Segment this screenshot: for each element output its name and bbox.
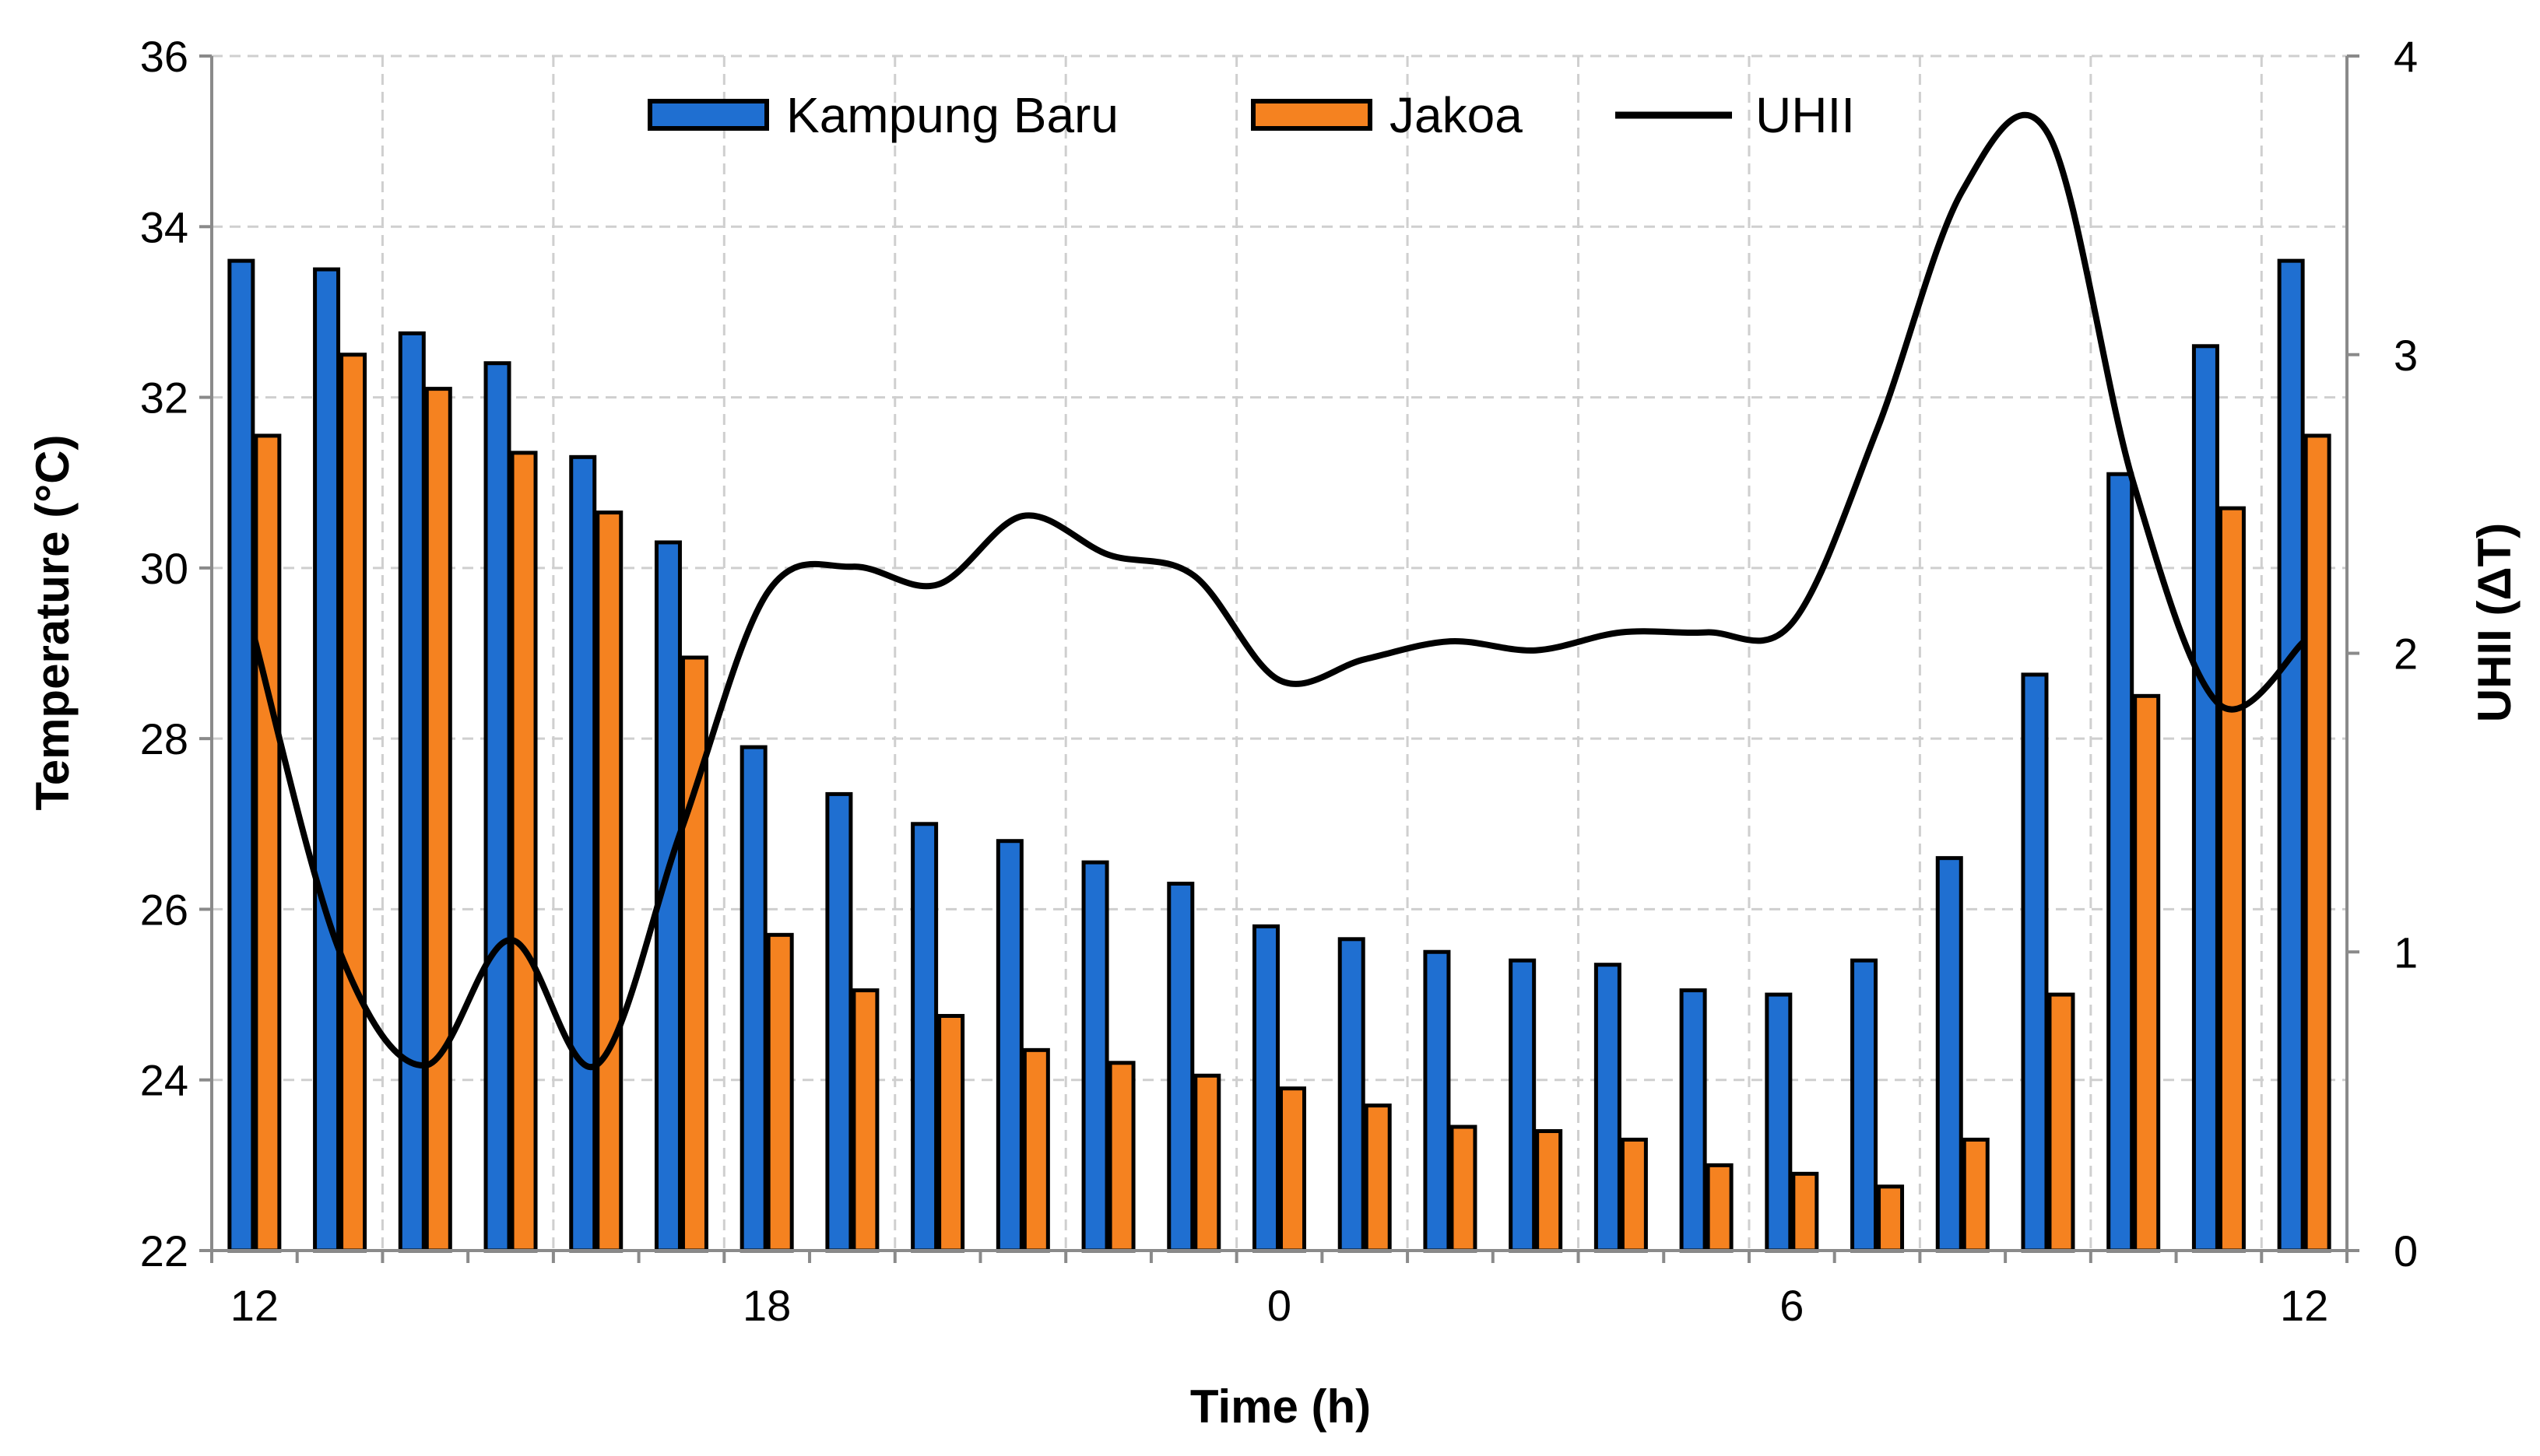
bar-kampung-baru xyxy=(1765,992,1793,1253)
legend: Kampung Baru Jakoa UHII xyxy=(648,87,1855,143)
bar-kampung-baru xyxy=(825,791,853,1253)
y-tick-label: 24 xyxy=(140,1056,188,1105)
bar-kampung-baru xyxy=(2191,344,2219,1253)
bar-kampung-baru xyxy=(1423,949,1451,1253)
bar-kampung-baru xyxy=(2106,472,2134,1253)
bar-jakoa xyxy=(766,932,794,1253)
bar-jakoa xyxy=(1706,1163,1734,1253)
y-tick-label: 34 xyxy=(140,202,188,251)
bar-kampung-baru xyxy=(569,454,597,1253)
x-tick-label: 12 xyxy=(230,1281,279,1330)
bar-kampung-baru xyxy=(996,839,1024,1253)
x-tick-label: 0 xyxy=(1267,1281,1291,1330)
bar-kampung-baru xyxy=(1252,924,1280,1253)
bar-jakoa xyxy=(2218,506,2246,1253)
bar-kampung-baru xyxy=(740,745,768,1253)
bar-jakoa xyxy=(510,451,538,1253)
legend-label-jakoa: Jakoa xyxy=(1389,87,1523,143)
bar-kampung-baru xyxy=(1337,937,1365,1253)
bar-kampung-baru xyxy=(1167,882,1195,1253)
bar-kampung-baru xyxy=(2277,258,2305,1253)
axes xyxy=(199,54,2359,1263)
legend-label-uhii: UHII xyxy=(1755,87,1855,143)
bar-jakoa xyxy=(1962,1137,1990,1253)
bar-jakoa xyxy=(2303,433,2331,1253)
uhii-line-group xyxy=(251,111,2306,1071)
bar-jakoa xyxy=(1877,1184,1905,1253)
y2-tick-label: 3 xyxy=(2394,331,2418,380)
bar-jakoa xyxy=(1193,1073,1221,1253)
bar-jakoa xyxy=(680,655,708,1253)
bar-kampung-baru xyxy=(911,822,939,1253)
bar-kampung-baru xyxy=(1509,958,1537,1253)
x-axis-title: Time (h) xyxy=(1190,1381,1371,1433)
bar-jakoa xyxy=(1791,1171,1819,1253)
bar-jakoa xyxy=(2133,693,2161,1253)
uhii-line xyxy=(251,111,2306,1071)
bar-jakoa xyxy=(852,988,880,1253)
bar-kampung-baru xyxy=(483,361,511,1253)
bar-jakoa xyxy=(1535,1129,1563,1253)
bar-jakoa xyxy=(1279,1086,1306,1253)
x-tick-label: 12 xyxy=(2280,1281,2328,1330)
bar-jakoa xyxy=(254,433,282,1253)
y2-tick-label: 0 xyxy=(2394,1226,2418,1275)
bar-kampung-baru xyxy=(1935,856,1963,1253)
bar-jakoa xyxy=(1449,1124,1477,1253)
bar-jakoa xyxy=(339,353,367,1253)
bar-kampung-baru xyxy=(1593,963,1621,1253)
y-tick-label: 36 xyxy=(140,32,188,81)
bar-jakoa xyxy=(1364,1103,1392,1253)
legend-swatch-kampung-baru xyxy=(648,99,769,131)
bar-jakoa xyxy=(424,387,452,1253)
bar-jakoa xyxy=(937,1013,965,1253)
y-tick-label: 28 xyxy=(140,714,188,763)
legend-label-kampung-baru: Kampung Baru xyxy=(786,87,1119,143)
bars xyxy=(227,258,2331,1253)
bar-jakoa xyxy=(595,510,624,1253)
y2-tick-label: 4 xyxy=(2394,32,2418,81)
y2-tick-label: 2 xyxy=(2394,630,2418,679)
y-tick-label: 30 xyxy=(140,544,188,593)
bar-kampung-baru xyxy=(1679,988,1707,1253)
x-tick-label: 18 xyxy=(743,1281,791,1330)
bar-kampung-baru xyxy=(2021,672,2049,1253)
bar-kampung-baru xyxy=(1850,958,1878,1253)
bar-jakoa xyxy=(1022,1047,1050,1253)
y-tick-label: 32 xyxy=(140,374,188,423)
y2-axis-title: UHII (ΔT) xyxy=(2468,523,2521,722)
bar-jakoa xyxy=(1620,1137,1648,1253)
bar-jakoa xyxy=(1108,1061,1136,1253)
bar-kampung-baru xyxy=(654,540,682,1253)
x-tick-label: 6 xyxy=(1779,1281,1804,1330)
grid xyxy=(212,54,2347,1251)
bar-kampung-baru xyxy=(1081,860,1109,1253)
bar-jakoa xyxy=(2047,992,2075,1253)
y-axis-title: Temperature (°C) xyxy=(26,435,79,811)
y-tick-label: 26 xyxy=(140,885,188,934)
legend-swatch-jakoa xyxy=(1251,99,1372,131)
y2-tick-label: 1 xyxy=(2394,928,2418,977)
y-tick-label: 22 xyxy=(140,1226,188,1275)
bar-kampung-baru xyxy=(313,267,341,1253)
bar-kampung-baru xyxy=(398,331,426,1253)
bar-kampung-baru xyxy=(227,258,255,1253)
